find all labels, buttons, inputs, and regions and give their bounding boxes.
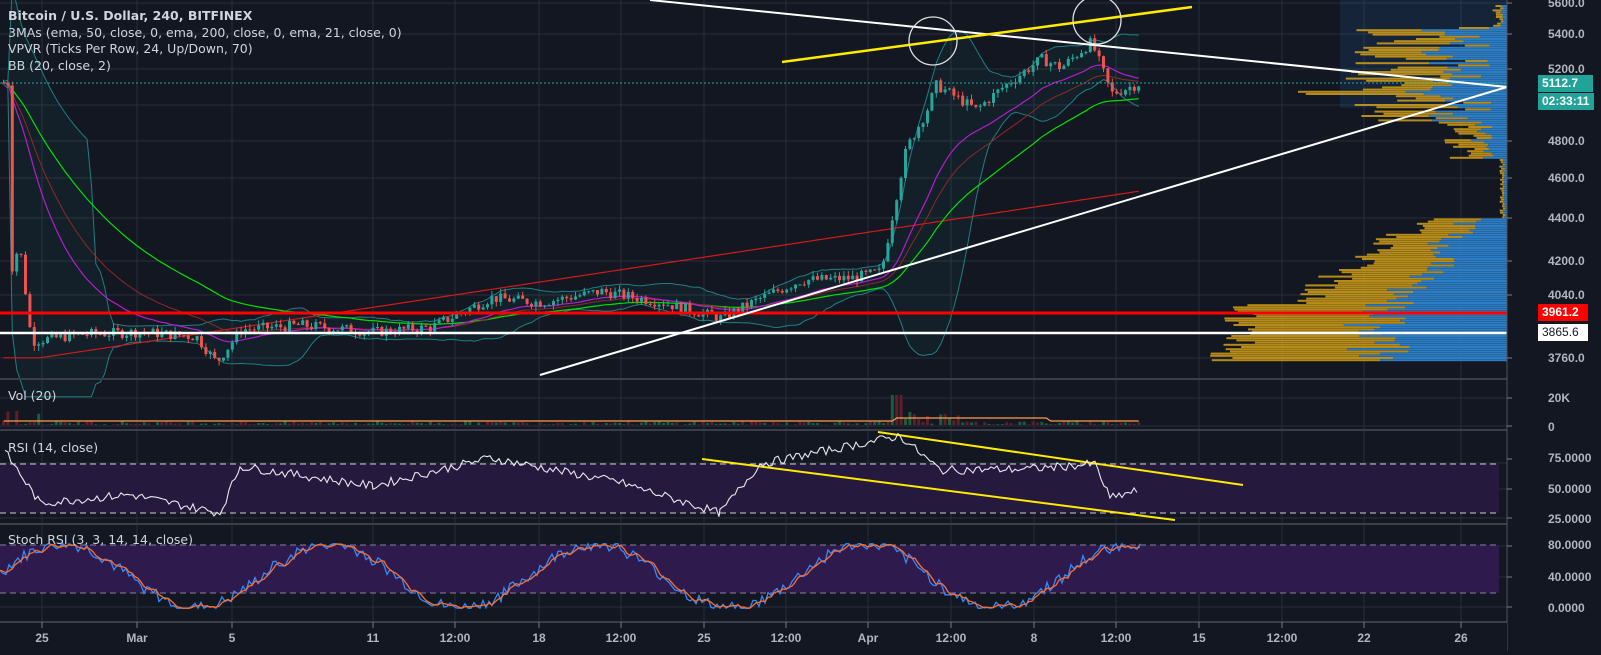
rsi-band: [0, 464, 1499, 593]
volume-tick: 0: [1548, 420, 1555, 434]
time-tick: 12:00: [440, 631, 471, 645]
volume-label[interactable]: Vol (20): [8, 388, 56, 403]
indicator-bb[interactable]: BB (20, close, 2): [8, 58, 402, 75]
indicator-vpvr[interactable]: VPVR (Ticks Per Row, 24, Up/Down, 70): [8, 41, 402, 58]
time-tick: Apr: [858, 631, 879, 645]
time-tick: 26: [1454, 631, 1467, 645]
price-tick: 4800.0: [1548, 134, 1585, 148]
stoch-rsi-label[interactable]: Stoch RSI (3, 3, 14, 14, close): [8, 532, 193, 547]
price-tick: 4200.0: [1548, 254, 1585, 268]
time-tick: 12:00: [1101, 631, 1132, 645]
time-tick: 25: [35, 631, 48, 645]
time-tick: 15: [1192, 631, 1205, 645]
symbol-title[interactable]: Bitcoin / U.S. Dollar, 240, BITFINEX: [8, 8, 402, 25]
indicator-3mas[interactable]: 3MAs (ema, 50, close, 0, ema, 200, close…: [8, 25, 402, 42]
price-tick: 5200.0: [1548, 62, 1585, 76]
price-tick: 5400.0: [1548, 27, 1585, 41]
time-tick: 22: [1357, 631, 1370, 645]
rsi-tick: 50.0000: [1548, 482, 1591, 496]
time-tick: 11: [367, 631, 380, 645]
price-tick: 4040.0: [1548, 288, 1585, 302]
price-tick: 4400.0: [1548, 211, 1585, 225]
time-tick: 12:00: [936, 631, 967, 645]
price-tick: 5600.0: [1548, 0, 1585, 10]
red-level-tag: 3961.2: [1538, 304, 1588, 321]
time-tick: 18: [532, 631, 545, 645]
stoch-tick: 80.0000: [1548, 538, 1591, 552]
rsi-tick: 25.0000: [1548, 512, 1591, 526]
countdown-tag: 02:33:11: [1538, 93, 1594, 110]
stoch-tick: 40.0000: [1548, 570, 1591, 584]
time-tick: 25: [697, 631, 710, 645]
rsi-label[interactable]: RSI (14, close): [8, 440, 98, 455]
time-tick: 12:00: [771, 631, 802, 645]
volume-profile: [1210, 0, 1507, 361]
stoch-tick: 0.0000: [1548, 601, 1585, 615]
time-tick: Mar: [126, 631, 147, 645]
time-tick: 12:00: [606, 631, 637, 645]
price-tick: 3760.0: [1548, 351, 1585, 365]
volume-tick: 20K: [1548, 391, 1570, 405]
main-legend: Bitcoin / U.S. Dollar, 240, BITFINEX 3MA…: [8, 8, 402, 74]
volume-bars: [2, 395, 1140, 425]
time-tick: 5: [229, 631, 236, 645]
last-price-tag: 5112.7: [1538, 75, 1593, 92]
rsi-tick: 75.0000: [1548, 451, 1591, 465]
time-tick: 12:00: [1267, 631, 1298, 645]
time-tick: 8: [1031, 631, 1038, 645]
white-level-tag: 3865.6: [1538, 324, 1588, 341]
price-tick: 4600.0: [1548, 171, 1585, 185]
